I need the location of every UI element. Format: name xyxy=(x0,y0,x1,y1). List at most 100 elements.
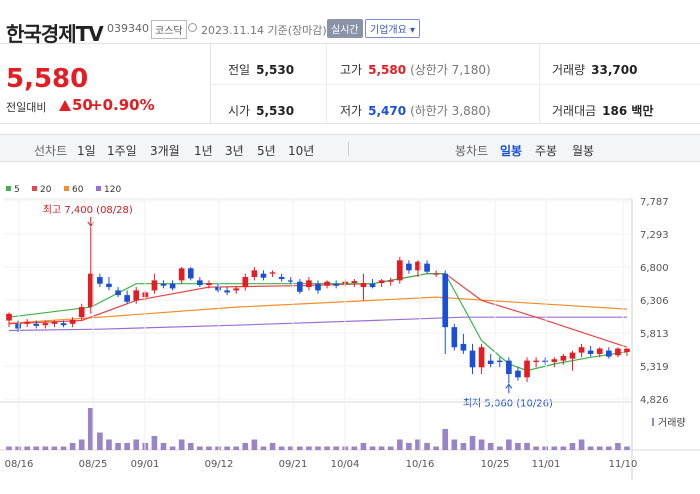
volume-bar xyxy=(351,446,358,450)
volume-bar xyxy=(396,439,403,450)
candle-body xyxy=(460,343,467,351)
volume-bar xyxy=(160,443,167,450)
x-tick-label: 09/12 xyxy=(205,459,234,470)
volume-bar xyxy=(233,446,240,450)
candle-body xyxy=(33,323,40,326)
candle-body xyxy=(424,263,430,272)
candle-body xyxy=(69,319,76,324)
candle-body xyxy=(297,281,303,292)
open-cell: 시가 5,530 xyxy=(228,102,294,119)
low-cell: 저가 5,470 (하한가 3,880) xyxy=(340,102,491,119)
candle-body xyxy=(524,360,530,378)
candle-body xyxy=(42,323,49,326)
volume-bar xyxy=(624,446,630,450)
x-tick-label: 08/25 xyxy=(79,459,108,470)
candle-body xyxy=(133,290,140,301)
candle-body xyxy=(206,283,212,286)
candle-body xyxy=(615,348,621,356)
candle-body xyxy=(596,348,603,354)
period-daily[interactable]: 일봉 xyxy=(500,144,523,158)
volume-legend-swatch xyxy=(652,418,654,426)
volume-bar xyxy=(306,446,312,450)
realtime-button[interactable]: 실시간 xyxy=(327,19,363,38)
volume-bar xyxy=(369,446,376,450)
y-tick-label: 7,293 xyxy=(640,230,669,241)
candle-body xyxy=(469,350,476,368)
change-value: 50 xyxy=(59,96,93,114)
candle-body xyxy=(242,277,249,288)
candle-body xyxy=(606,350,612,357)
volume-bar xyxy=(124,443,130,450)
period-weekly[interactable]: 주봉 xyxy=(535,144,558,158)
candle-body xyxy=(233,288,240,291)
candle-body xyxy=(387,280,394,282)
candle-body xyxy=(278,277,285,280)
volume-bar xyxy=(360,443,367,450)
candle-body xyxy=(6,313,12,321)
volume-bar xyxy=(60,446,67,450)
market-badge: 코스닥 xyxy=(151,20,187,39)
volume-bar xyxy=(324,446,330,450)
volume-bar xyxy=(251,439,258,450)
low-label: 저가 xyxy=(340,104,363,118)
candle-body xyxy=(215,287,221,291)
range-1d[interactable]: 1일 xyxy=(77,144,96,158)
volume-bar xyxy=(33,446,40,450)
range-3m[interactable]: 3개월 xyxy=(150,144,180,158)
range-3y[interactable]: 3년 xyxy=(225,144,244,158)
candle-body xyxy=(551,359,558,362)
period-monthly[interactable]: 월봉 xyxy=(572,144,595,158)
volume-bar xyxy=(433,446,439,450)
range-10y[interactable]: 10년 xyxy=(288,144,315,158)
volume-bar xyxy=(524,443,530,450)
x-tick-label: 10/16 xyxy=(406,459,435,470)
open-label: 시가 xyxy=(228,104,251,118)
upper-limit: (상한가 7,180) xyxy=(410,63,491,77)
candle-body xyxy=(224,290,230,293)
volume-cell: 거래량 33,700 xyxy=(552,61,637,78)
candle-body xyxy=(78,307,85,318)
chart-svg: 5 20 60 120 7,787 7,293 6,800 6,306 5,813 5,319 4… xyxy=(0,185,700,480)
volume-bar xyxy=(269,443,276,450)
high-cell: 고가 5,580 (상한가 7,180) xyxy=(340,61,491,78)
y-tick-label: 6,800 xyxy=(640,263,669,274)
legend-label-ma120: 120 xyxy=(104,185,121,195)
volume-bar xyxy=(615,443,621,450)
volume-bar xyxy=(69,443,76,450)
candle-body xyxy=(333,283,339,286)
volume-bar xyxy=(469,436,476,450)
company-overview-dropdown[interactable]: 기업개요 ▾ xyxy=(365,19,420,38)
candle-body xyxy=(15,323,21,329)
lower-limit: (하한가 3,880) xyxy=(410,104,491,118)
volume-bar xyxy=(42,446,49,450)
candle-body xyxy=(396,260,403,281)
candle-body xyxy=(496,360,503,362)
volume-bar xyxy=(115,443,121,450)
range-1w[interactable]: 1주일 xyxy=(107,144,137,158)
candle-body xyxy=(24,321,30,324)
volume-bar xyxy=(133,439,140,450)
volume-bar xyxy=(224,446,230,450)
volume-bar xyxy=(542,446,549,450)
legend-swatch-ma60 xyxy=(64,186,69,191)
range-5y[interactable]: 5년 xyxy=(257,144,276,158)
high-label: 고가 xyxy=(340,63,363,77)
candle-body xyxy=(169,283,176,289)
volume-bar xyxy=(106,439,112,450)
range-1y[interactable]: 1년 xyxy=(194,144,213,158)
volume-bar xyxy=(506,439,512,450)
ma60-line xyxy=(8,296,628,324)
candle-body xyxy=(124,295,130,302)
line-chart-label: 선차트 xyxy=(34,144,68,158)
prev-close-value: 5,530 xyxy=(256,63,295,77)
candle-body xyxy=(351,281,358,284)
candle-body xyxy=(306,280,312,288)
volume-bar xyxy=(333,446,339,450)
volume-bar xyxy=(515,443,521,450)
volume-bar xyxy=(287,446,294,450)
candle-body xyxy=(287,280,294,282)
volume-value: 33,700 xyxy=(591,63,638,77)
volume-bar xyxy=(496,446,503,450)
stock-code: 039340 xyxy=(107,22,149,35)
reference-date: 2023.11.14 기준(장마감) xyxy=(201,24,327,37)
